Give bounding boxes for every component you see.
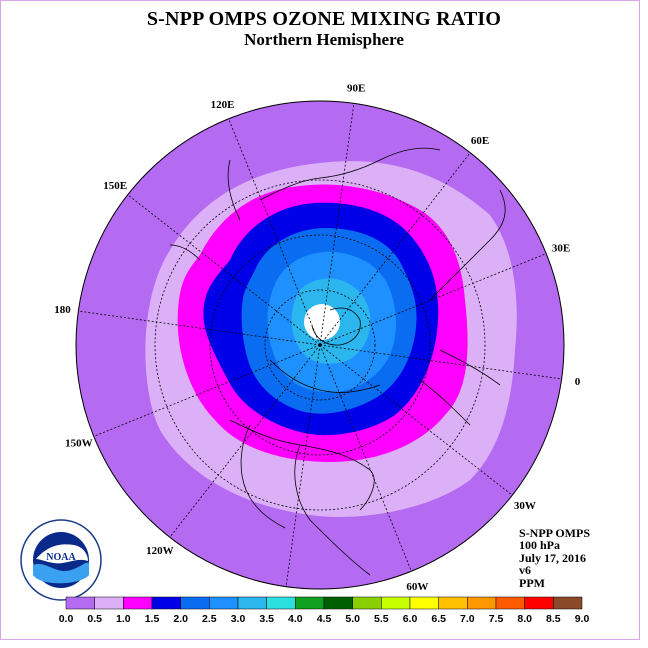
colorbar-swatch: [266, 596, 296, 610]
latitude-circle: [209, 234, 431, 456]
meridian-line: [319, 344, 562, 380]
colorbar-tick-label: 5.5: [374, 613, 389, 625]
longitude-label: 90E: [347, 83, 365, 95]
colorbar-swatch: [438, 596, 468, 610]
colorbar-tick-label: 6.5: [431, 613, 446, 625]
meridian-line: [93, 344, 321, 437]
colorbar-tick-label: 8.0: [517, 613, 532, 625]
noaa-logo-text: NOAA: [46, 552, 76, 563]
longitude-label: 30W: [514, 500, 536, 512]
ozone-field: [76, 101, 564, 589]
colorbar-tick-label: 1.5: [145, 613, 160, 625]
longitude-label: 30E: [552, 243, 570, 255]
meridian-line: [319, 103, 355, 346]
meridian-line: [169, 344, 321, 538]
meridian-line: [319, 253, 547, 346]
map-title: S-NPP OMPS OZONE MIXING RATIO: [146, 8, 502, 30]
meridian-line: [228, 118, 321, 346]
longitude-label: 150W: [65, 437, 93, 449]
colorbar-tick-label: 4.0: [288, 613, 303, 625]
instrument-label: S-NPP OMPS: [519, 526, 590, 540]
colorbar-tick-label: 8.5: [546, 613, 561, 625]
meridian-line: [78, 310, 321, 346]
longitude-label: 150E: [103, 180, 127, 192]
colorbar-tick-label: 5.0: [345, 613, 360, 625]
colorbar-swatch: [237, 596, 267, 610]
latitude-circle: [154, 179, 486, 511]
graticule: [78, 103, 562, 587]
colorbar-swatch: [495, 596, 525, 610]
colorbar-tick-label: 4.5: [317, 613, 332, 625]
colorbar-tick-label: 0.5: [87, 613, 102, 625]
figure-frame: [0, 0, 640, 640]
colorbar-swatch: [524, 596, 554, 610]
colorbar-tick-label: 7.5: [489, 613, 504, 625]
longitude-label: 60E: [471, 135, 489, 147]
colorbar-tick-label: 1.0: [116, 613, 131, 625]
colorbar-tick-label: 2.0: [173, 613, 188, 625]
latitude-circle: [264, 289, 376, 401]
colorbar-swatch: [94, 596, 124, 610]
colorbar-swatch: [553, 596, 583, 610]
colorbar-tick-label: 0.0: [59, 613, 74, 625]
colorbar-swatch: [381, 596, 411, 610]
coastlines: [169, 147, 506, 576]
colorbar-swatch: [151, 596, 181, 610]
info-block: S-NPP OMPS 100 hPa July 17, 2016 v6 PPM: [519, 527, 590, 589]
colorbar-swatch: [209, 596, 239, 610]
date-label: July 17, 2016: [519, 550, 587, 565]
map-boundary: [75, 100, 565, 590]
colorbar-swatch: [467, 596, 497, 610]
meridian-line: [127, 194, 321, 346]
longitude-label: 120W: [146, 545, 174, 557]
longitude-label: 60W: [406, 581, 428, 593]
colorbar-tick-label: 7.0: [460, 613, 475, 625]
pressure-level: 100 hPa: [519, 538, 561, 553]
units-label: PPM: [519, 575, 545, 590]
meridian-line: [319, 152, 471, 346]
meridian-line: [319, 344, 513, 496]
longitude-label: 0: [575, 376, 581, 388]
meridian-line: [285, 344, 321, 587]
colorbar-tick-label: 2.5: [202, 613, 217, 625]
meridian-line: [319, 344, 412, 572]
version-label: v6: [519, 563, 531, 578]
polar-no-data-region: [304, 304, 340, 340]
map-subtitle: Northern Hemisphere: [244, 30, 404, 49]
noaa-logo: NOAA: [20, 519, 102, 601]
colorbar-swatch: [409, 596, 439, 610]
colorbar-tick-label: 3.0: [231, 613, 246, 625]
colorbar-swatch: [295, 596, 325, 610]
colorbar-tick-label: 6.0: [403, 613, 418, 625]
colorbar-swatch: [180, 596, 210, 610]
longitude-label: 180: [54, 304, 71, 316]
colorbar-swatch: [123, 596, 153, 610]
colorbar-swatch: [352, 596, 382, 610]
colorbar-swatch: [65, 596, 95, 610]
colorbar-tick-label: 3.5: [259, 613, 274, 625]
colorbar-tick-label: 9.0: [575, 613, 590, 625]
colorbar-swatch: [323, 596, 353, 610]
longitude-label: 120E: [211, 99, 235, 111]
colorbar: 0.0 0.5 1.0 1.5 2.0 2.5 3.0 3.5 4.0 4.5 5.0 5.5 6.0 6…: [59, 596, 590, 625]
